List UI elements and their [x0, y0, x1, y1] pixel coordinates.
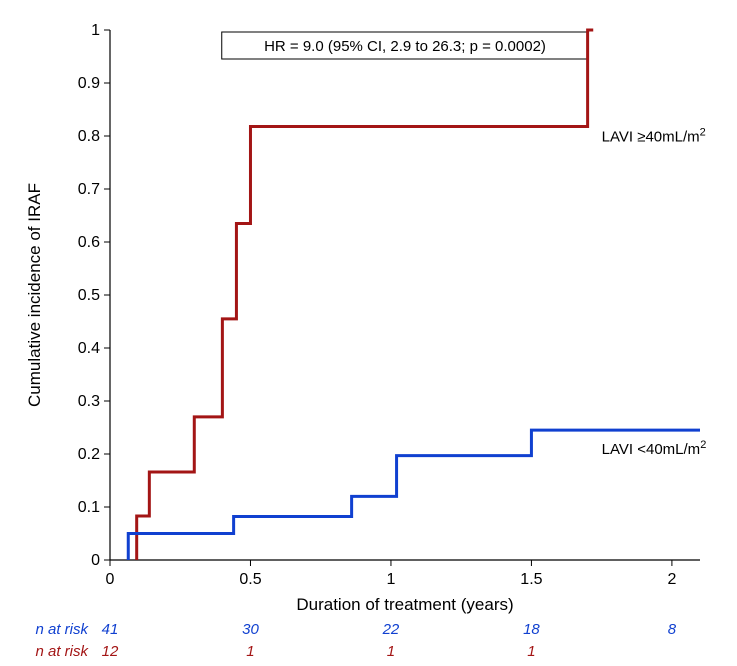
y-tick-label: 0.4 — [78, 340, 100, 357]
chart-svg: 0 0.1 0.2 0.3 0.4 0.5 0.6 0.7 0.8 0.9 1 0 0.5 1 1.5 2 Du… — [0, 0, 737, 666]
km-plot: 0 0.1 0.2 0.3 0.4 0.5 0.6 0.7 0.8 0.9 1 0 0.5 1 1.5 2 Du… — [0, 0, 737, 666]
y-tick-label: 1 — [91, 22, 100, 39]
risk-row2-val: 1 — [527, 643, 535, 660]
risk-row1-val: 18 — [523, 621, 540, 638]
hr-text: HR = 9.0 (95% CI, 2.9 to 26.3; p = 0.000… — [264, 38, 546, 55]
risk-row1-val: 22 — [382, 621, 400, 638]
risk-row2-val: 1 — [246, 643, 254, 660]
series-label-0: LAVI ≥40mL/m2 — [602, 126, 706, 145]
x-tick-label: 0.5 — [239, 571, 261, 588]
y-tick-label: 0.1 — [78, 499, 100, 516]
risk-row1-val: 41 — [102, 621, 119, 638]
y-tick-label: 0.2 — [78, 446, 100, 463]
y-axis-label: Cumulative incidence of IRAF — [25, 183, 44, 407]
y-tick-label: 0.7 — [78, 181, 100, 198]
risk-row1-val: 30 — [242, 621, 259, 638]
x-axis-label: Duration of treatment (years) — [296, 595, 513, 614]
y-tick-label: 0.5 — [78, 287, 100, 304]
series-line-0 — [137, 30, 594, 560]
x-tick-label: 1 — [386, 571, 395, 588]
x-tick-label: 0 — [106, 571, 115, 588]
risk-label-2: n at risk — [35, 643, 89, 660]
y-tick-label: 0 — [91, 552, 100, 569]
y-tick-label: 0.8 — [78, 128, 100, 145]
y-tick-label: 0.6 — [78, 234, 100, 251]
risk-row1-val: 8 — [668, 621, 677, 638]
risk-label-1: n at risk — [35, 621, 89, 638]
y-tick-label: 0.9 — [78, 75, 100, 92]
series-label-1: LAVI <40mL/m2 — [602, 439, 707, 458]
risk-row2-val: 1 — [387, 643, 395, 660]
x-tick-label: 1.5 — [520, 571, 542, 588]
risk-row2-val: 12 — [102, 643, 119, 660]
x-tick-label: 2 — [667, 571, 676, 588]
y-tick-label: 0.3 — [78, 393, 100, 410]
